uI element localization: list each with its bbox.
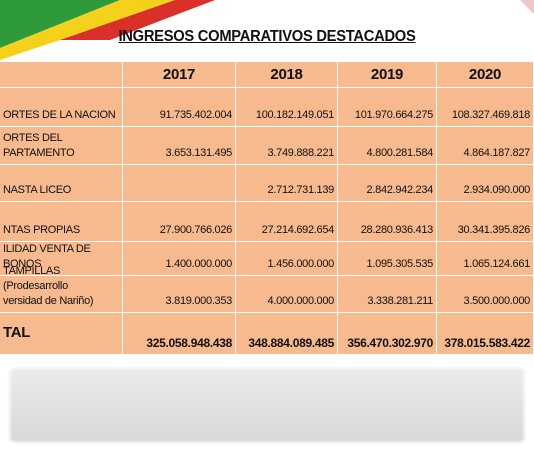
value-cell: 4.864.187.827 [437, 127, 534, 165]
header-cell [0, 62, 123, 88]
table: 2017 2018 2019 2020 ORTES DE LA NACION 91.735… [0, 62, 534, 355]
flag-yellow [0, 0, 175, 60]
value-cell: 2.934.090.000 [437, 165, 534, 202]
value-cell: 91.735.402.004 [123, 88, 236, 127]
value-cell: 1.065.124.661 [437, 242, 534, 276]
title: INGRESOS COMPARATIVOS DESTACADOS [118, 28, 416, 45]
flag-banner [0, 0, 534, 60]
total-label: TAL [0, 313, 123, 355]
value-cell: 4.000.000.000 [236, 276, 338, 313]
value-cell: 28.280.936.413 [338, 202, 437, 242]
value-cell: 3.653.131.495 [123, 127, 236, 165]
flag-red [60, 0, 215, 40]
value-cell: 3.338.281.211 [338, 276, 437, 313]
total-cell: 325.058.948.438 [123, 313, 236, 355]
total-cell: 348.884.089.485 [236, 313, 338, 355]
row-label: ORTES DE LA NACION [0, 88, 123, 127]
header-cell: 2019 [338, 62, 437, 88]
value-cell: 3.500.000.000 [437, 276, 534, 313]
value-cell: 27.214.692.654 [236, 202, 338, 242]
row-label: NTAS PROPIAS [0, 202, 123, 242]
value-cell: 2.842.942.234 [338, 165, 437, 202]
flag-corner [520, 0, 534, 14]
value-cell: 108.327.469.818 [437, 88, 534, 127]
header-cell: 2020 [437, 62, 534, 88]
row-label: TAMPILLAS (Prodesarrollo versidad de Nar… [0, 265, 123, 313]
value-cell: 1.400.000.000 [123, 242, 236, 276]
value-cell [123, 165, 236, 202]
row-label: ILIDAD VENTA DE BONOS [0, 242, 123, 276]
value-cell: 3.749.888.221 [236, 127, 338, 165]
value-cell: 100.182.149.051 [236, 88, 338, 127]
header-cell: 2017 [123, 62, 236, 88]
total-cell: 378.015.583.422 [437, 313, 534, 355]
blurred-area [10, 368, 524, 442]
value-cell: 30.341.395.826 [437, 202, 534, 242]
row-label: ORTES DEL PARTAMENTO [0, 127, 123, 165]
header-cell: 2018 [236, 62, 338, 88]
value-cell: 101.970.664.275 [338, 88, 437, 127]
row-label: NASTA LICEO [0, 165, 123, 202]
total-cell: 356.470.302.970 [338, 313, 437, 355]
value-cell: 27.900.766.026 [123, 202, 236, 242]
value-cell: 3.819.000.353 [123, 276, 236, 313]
value-cell: 4.800.281.584 [338, 127, 437, 165]
value-cell: 1.095.305.535 [338, 242, 437, 276]
value-cell: 1.456.000.000 [236, 242, 338, 276]
value-cell: 2.712.731.139 [236, 165, 338, 202]
